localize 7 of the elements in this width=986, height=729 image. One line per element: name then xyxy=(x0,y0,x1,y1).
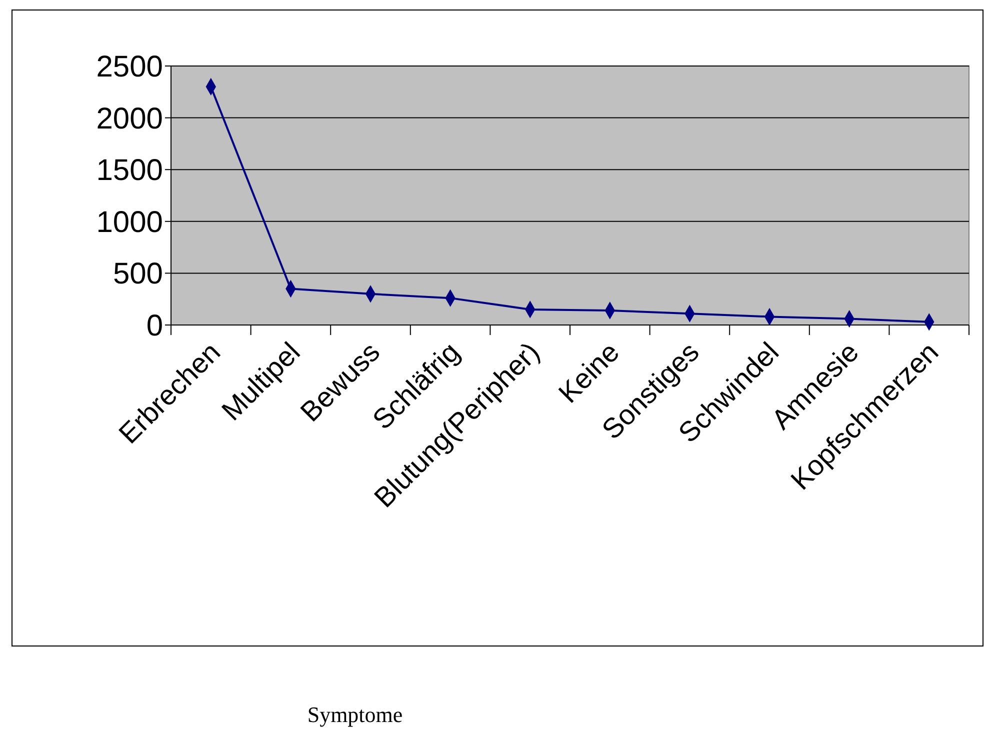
y-tick-label: 2000 xyxy=(96,102,163,136)
y-tick-label: 500 xyxy=(112,258,163,291)
y-tick-label: 1500 xyxy=(96,154,163,188)
y-tick-label: 2500 xyxy=(96,50,163,84)
text: Symptome xyxy=(307,702,403,727)
y-tick-label: 1000 xyxy=(96,206,163,239)
y-tick-label: 0 xyxy=(146,310,163,342)
